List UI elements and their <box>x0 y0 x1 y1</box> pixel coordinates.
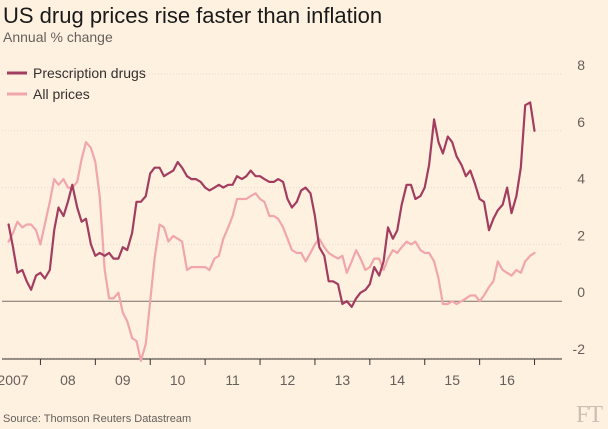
x-tick-label: 15 <box>444 372 460 388</box>
series-line-prescription-drugs <box>7 101 536 308</box>
chart-subtitle: Annual % change <box>3 29 113 45</box>
gridlines <box>2 73 562 359</box>
y-tick-label: 0 <box>577 284 585 300</box>
x-tick-label: 11 <box>225 372 240 388</box>
legend: Prescription drugs All prices <box>7 65 146 102</box>
x-tick-label: 09 <box>115 372 131 388</box>
y-tick-label: 2 <box>577 227 585 243</box>
source-note: Source: Thomson Reuters Datastream <box>3 413 192 425</box>
y-tick-label: 6 <box>577 114 585 130</box>
x-tick-label: 13 <box>335 372 351 388</box>
x-tick-label: 2007 <box>0 372 29 388</box>
x-tick-label: 12 <box>280 372 296 388</box>
y-tick-label: -2 <box>573 341 586 357</box>
ft-logo: FT <box>575 402 603 428</box>
series-line-all-prices <box>7 141 536 362</box>
x-tick-label: 16 <box>499 372 515 388</box>
x-tick-label: 10 <box>170 372 186 388</box>
chart-title: US drug prices rise faster than inflatio… <box>3 3 383 28</box>
x-tick-label: 08 <box>60 372 76 388</box>
y-tick-label: 8 <box>577 57 585 73</box>
x-tick-label: 14 <box>390 372 406 388</box>
legend-label: All prices <box>33 86 90 102</box>
series-lines <box>7 101 536 362</box>
axes: -2 0 2 4 6 8 2007 08 09 10 11 12 13 14 15 16 <box>0 57 585 388</box>
y-tick-label: 4 <box>577 171 585 187</box>
legend-label: Prescription drugs <box>33 65 146 81</box>
